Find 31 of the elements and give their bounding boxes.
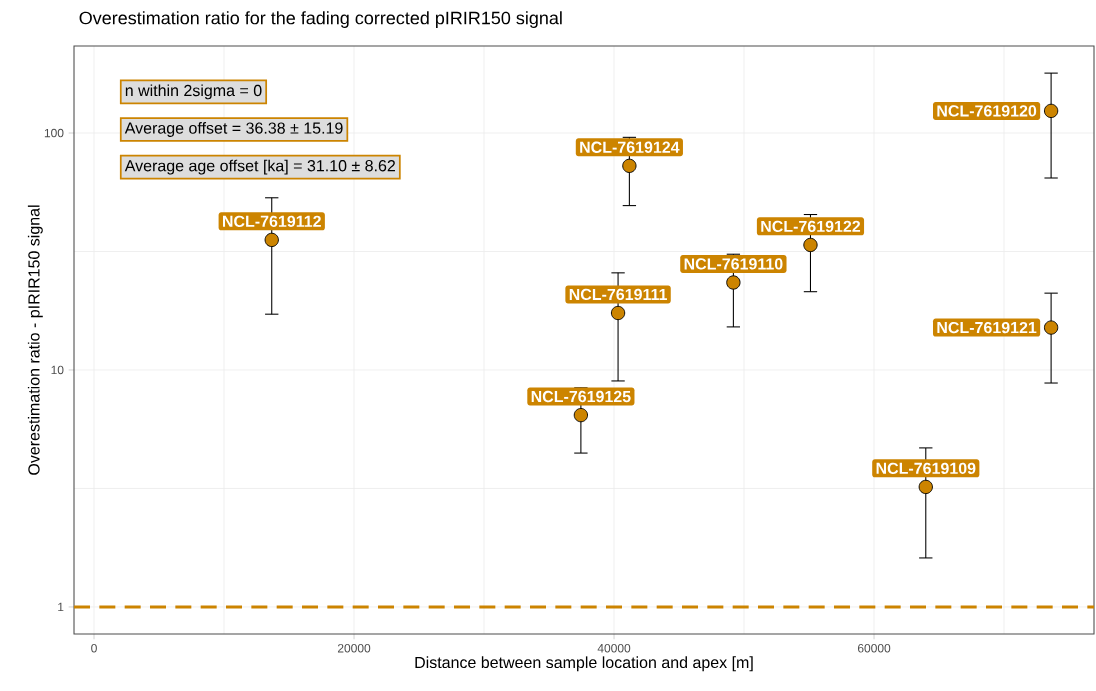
y-tick-label: 10: [51, 365, 64, 375]
annotation: NCL-7619121: [937, 321, 1037, 334]
point: [726, 275, 741, 290]
point: [803, 237, 818, 253]
point: [1043, 103, 1059, 119]
x-tick-label: 40000: [597, 644, 631, 653]
x-axis-title: Distance between sample location and apex [m]: [415, 656, 753, 672]
annotation: n within 2sigma = 0: [125, 84, 262, 100]
x-tick-label: 20000: [337, 644, 371, 653]
annotation: NCL-7619122: [761, 220, 861, 233]
annotation: NCL-7619120: [937, 105, 1037, 117]
annotation: Average age offset [ka] = 31.10 ± 8.62: [124, 159, 395, 175]
annotation: NCL-7619111: [569, 288, 667, 301]
annotation: NCL-7619125: [531, 390, 631, 403]
point: [622, 158, 637, 173]
annotation: Average offset = 36.38 ± 15.19: [124, 122, 343, 137]
x-tick-label: 0: [91, 644, 97, 653]
point: [264, 232, 279, 248]
y-axis-title: Overestimation ratio - pIRIR150 signal: [27, 205, 43, 475]
point: [918, 479, 933, 495]
chart-title: Overestimation ratio for the fading corrected pIRIR150 signal: [79, 11, 562, 28]
point: [573, 407, 589, 423]
annotation: NCL-7619124: [580, 141, 680, 153]
y-tick-label: 1: [58, 602, 64, 612]
x-tick-label: 60000: [857, 644, 891, 653]
point: [610, 305, 626, 321]
annotation: NCL-7619112: [223, 215, 321, 227]
annotation: NCL-7619110: [684, 258, 783, 270]
point: [1043, 320, 1059, 335]
y-tick-label: 100: [44, 128, 64, 138]
annotation: NCL-7619109: [876, 462, 976, 474]
